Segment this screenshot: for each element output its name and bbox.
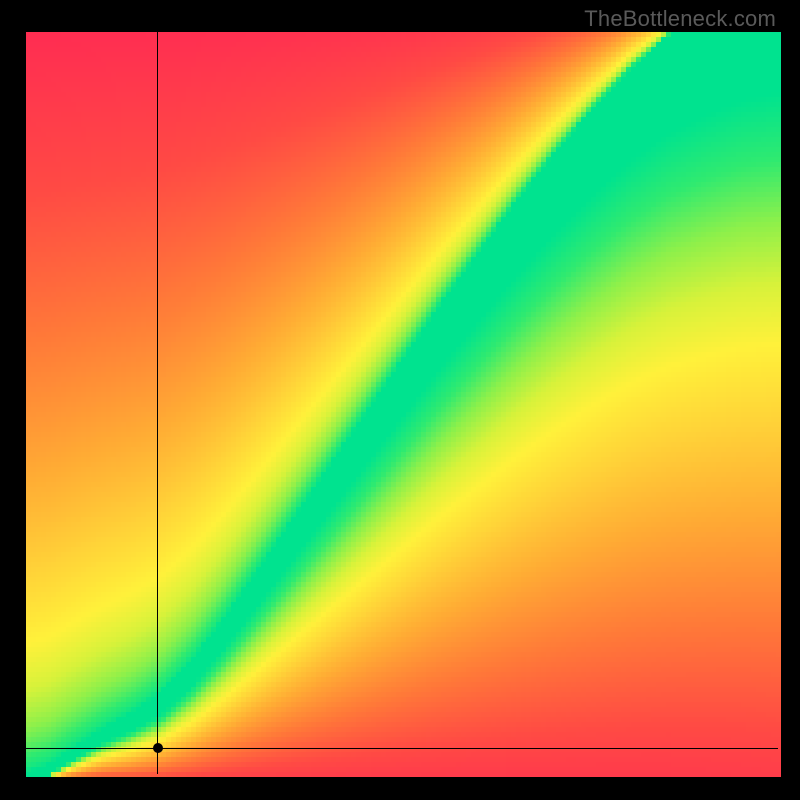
chart-container: TheBottleneck.com	[0, 0, 800, 800]
watermark-text: TheBottleneck.com	[584, 6, 776, 32]
bottleneck-heatmap	[26, 32, 781, 777]
